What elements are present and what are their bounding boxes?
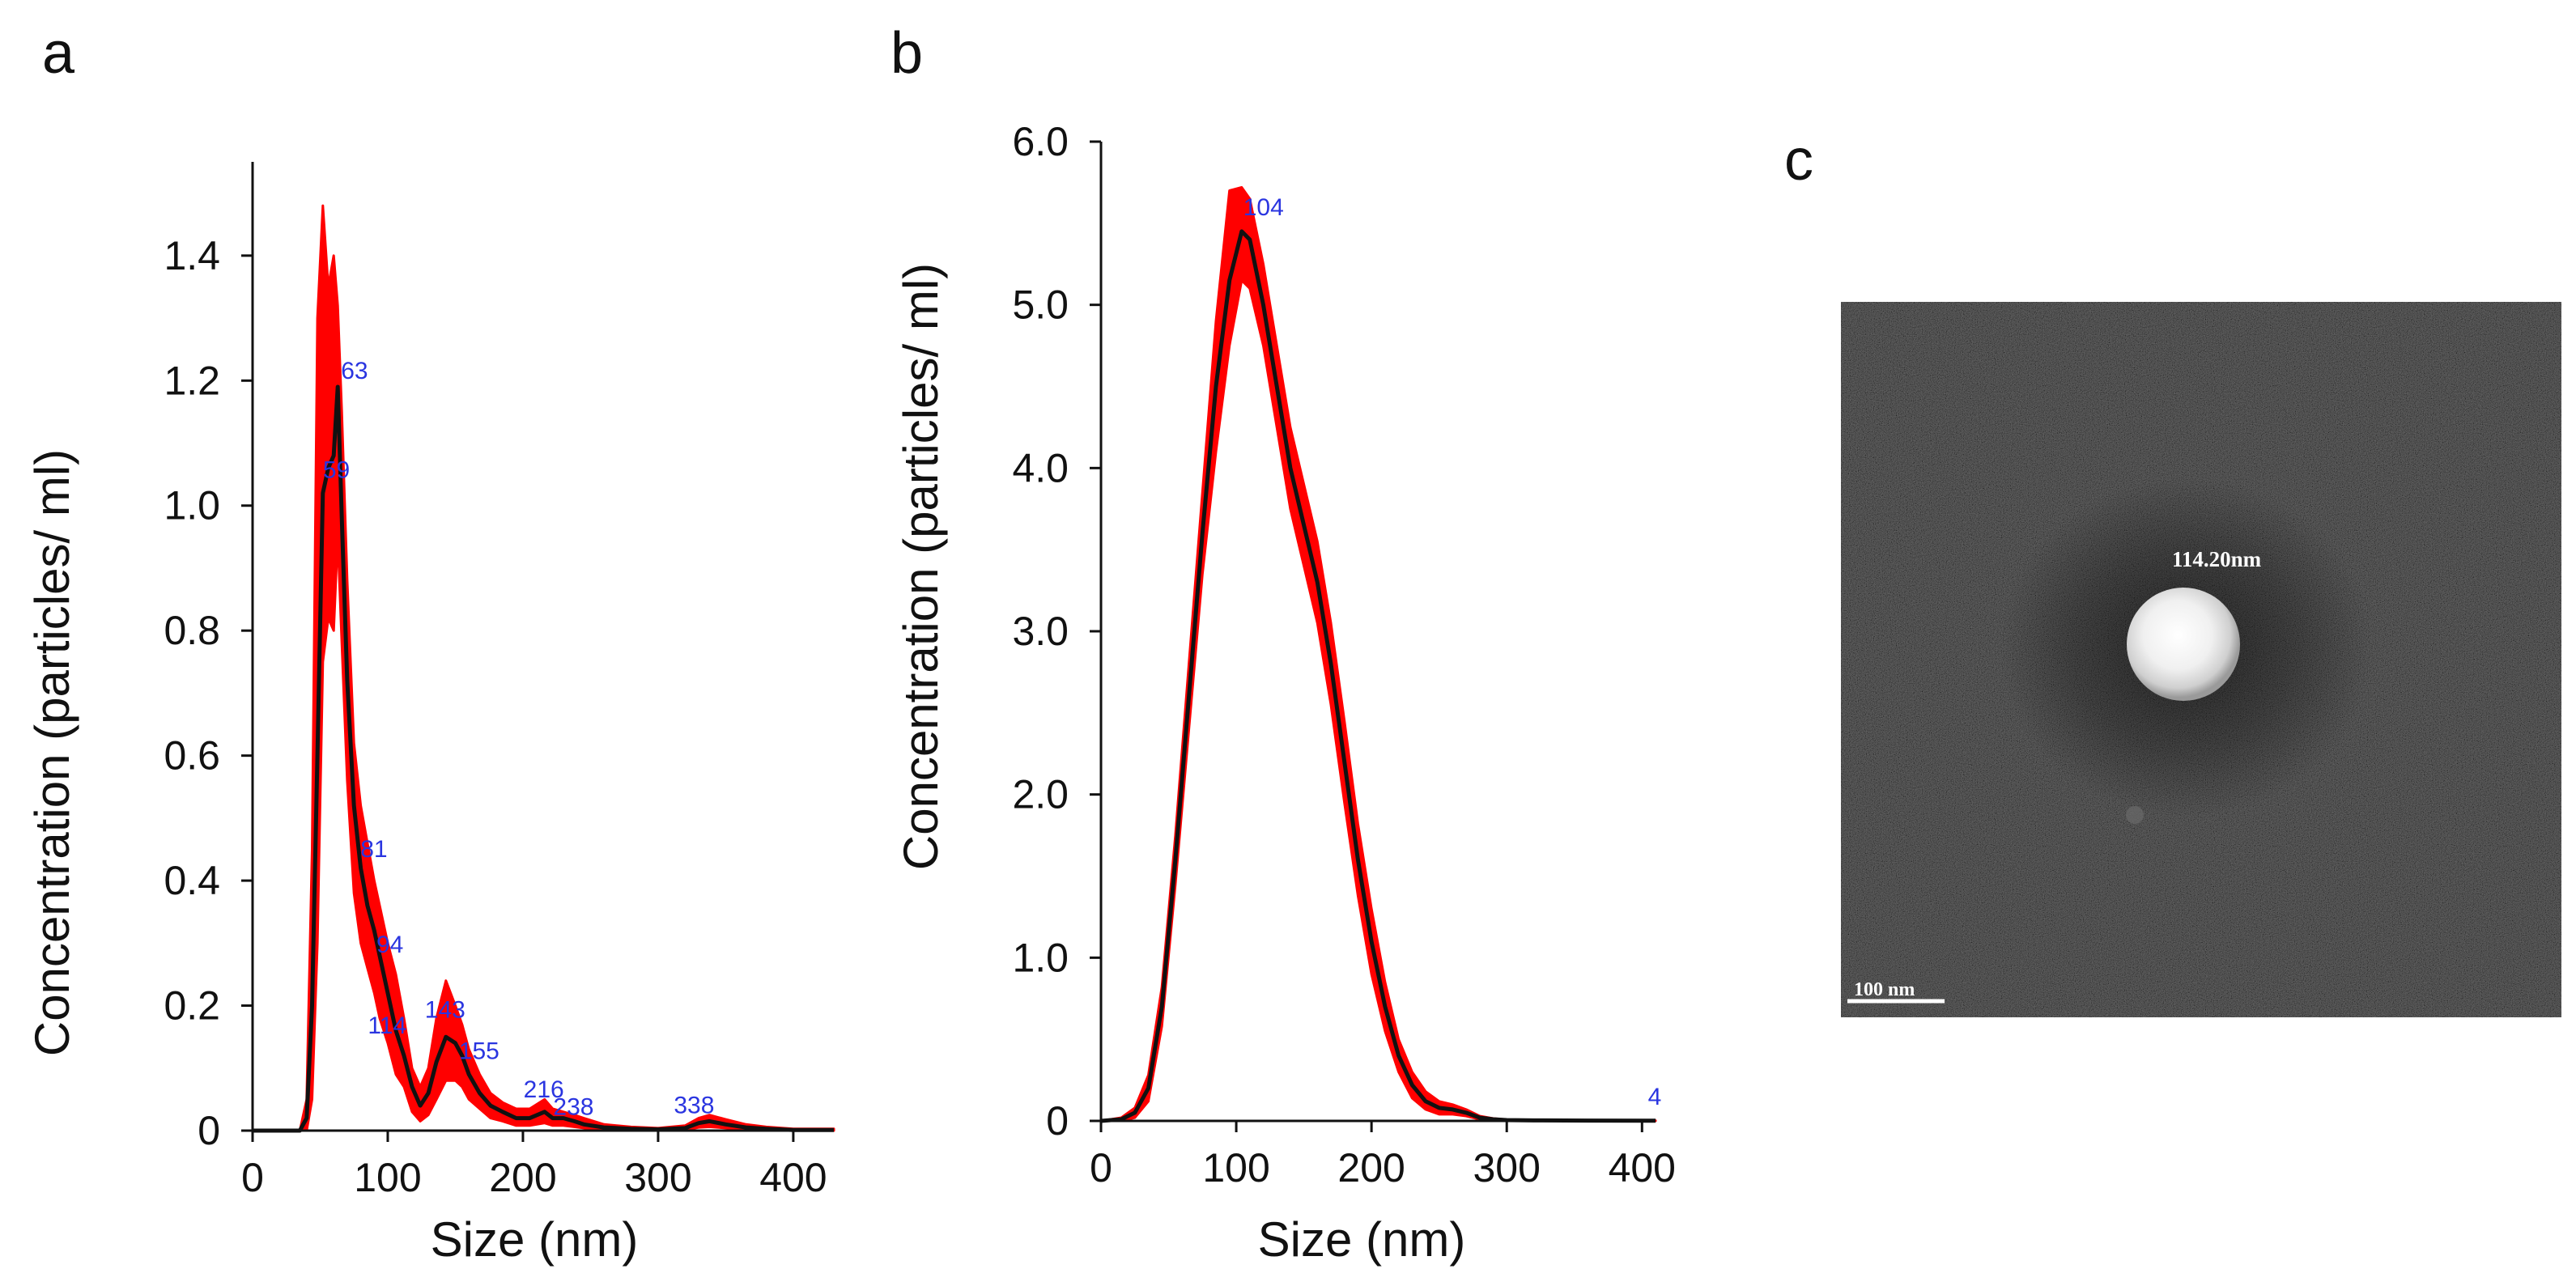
mean-concentration-line <box>253 384 834 1133</box>
y-tick-label: 2.0 <box>1012 772 1069 817</box>
x-tick-label: 400 <box>1609 1145 1676 1191</box>
y-tick-label: 0.8 <box>164 608 220 653</box>
chart-a: 0 0.2 0.4 0.6 0.8 1.0 1.2 1.4 0 100 200 300 400 63 59… <box>25 162 835 1267</box>
y-tick-label: 1.4 <box>164 233 220 278</box>
x-tick-label: 100 <box>1202 1145 1269 1191</box>
y-tick-label: 6.0 <box>1012 119 1069 164</box>
chart-a-error-band <box>251 204 835 1132</box>
y-tick-label: 1.0 <box>1012 935 1069 980</box>
x-tick-label: 0 <box>241 1155 264 1200</box>
chart-b-peak-labels: 104 4 <box>1243 194 1662 1110</box>
peak-size-label: 59 <box>323 457 350 484</box>
x-tick-label: 0 <box>1090 1145 1112 1191</box>
x-tick-label: 200 <box>489 1155 556 1200</box>
y-tick-label: 4.0 <box>1012 445 1069 490</box>
chart-a-mean-line <box>253 384 834 1133</box>
chart-b-y-axis-title: Concentration (particles/ ml) <box>894 263 948 870</box>
peak-size-label: 143 <box>425 997 465 1024</box>
chart-b-mean-line <box>1100 229 1656 1123</box>
peak-size-label: 238 <box>553 1094 593 1121</box>
y-tick-label: 0.2 <box>164 983 220 1029</box>
peak-size-label: 114 <box>368 1012 406 1039</box>
tem-micrograph: 114.20nm 100 nm <box>1841 302 2561 1017</box>
panel-letter-c: c <box>1784 128 1813 193</box>
chart-a-y-axis-title: Concentration (particles/ ml) <box>25 449 79 1056</box>
y-tick-label: 0 <box>1046 1098 1069 1144</box>
vesicle-particle <box>2127 588 2240 701</box>
error-band-area <box>251 204 835 1132</box>
y-tick-label: 5.0 <box>1012 282 1069 328</box>
chart-a-axes: 0 0.2 0.4 0.6 0.8 1.0 1.2 1.4 0 100 200 300 400 <box>164 162 834 1200</box>
peak-size-label: 4 <box>1648 1084 1662 1110</box>
y-tick-label: 0.4 <box>164 858 220 903</box>
panel-letter-b: b <box>891 21 923 86</box>
peak-size-label: 81 <box>360 836 387 863</box>
x-tick-label: 200 <box>1337 1145 1405 1191</box>
peak-size-label: 338 <box>674 1093 714 1119</box>
y-tick-label: 3.0 <box>1012 609 1069 654</box>
x-tick-label: 100 <box>354 1155 421 1200</box>
peak-size-label: 104 <box>1243 194 1284 221</box>
peak-size-label: 216 <box>524 1076 564 1103</box>
mean-concentration-line <box>1100 229 1656 1123</box>
scale-bar-label: 100 nm <box>1854 979 1915 1000</box>
panel-letter-a: a <box>42 21 75 86</box>
chart-b: 0 1.0 2.0 3.0 4.0 5.0 6.0 0 100 200 300 400 104 4 Si… <box>894 119 1676 1267</box>
peak-size-label: 94 <box>376 932 403 958</box>
y-tick-label: 1.2 <box>164 358 220 403</box>
x-tick-label: 300 <box>1473 1145 1541 1191</box>
x-tick-label: 400 <box>759 1155 827 1200</box>
peak-size-label: 155 <box>459 1038 499 1065</box>
y-tick-label: 0 <box>198 1108 220 1153</box>
small-debris <box>2126 806 2144 824</box>
peak-size-label: 63 <box>341 358 368 384</box>
chart-b-axes: 0 1.0 2.0 3.0 4.0 5.0 6.0 0 100 200 300 400 <box>1012 119 1676 1191</box>
y-tick-label: 1.0 <box>164 483 220 528</box>
particle-size-label: 114.20nm <box>2172 547 2262 571</box>
y-tick-label: 0.6 <box>164 733 220 779</box>
chart-a-x-axis-title: Size (nm) <box>431 1212 639 1267</box>
x-tick-label: 300 <box>624 1155 691 1200</box>
chart-b-x-axis-title: Size (nm) <box>1258 1212 1466 1267</box>
